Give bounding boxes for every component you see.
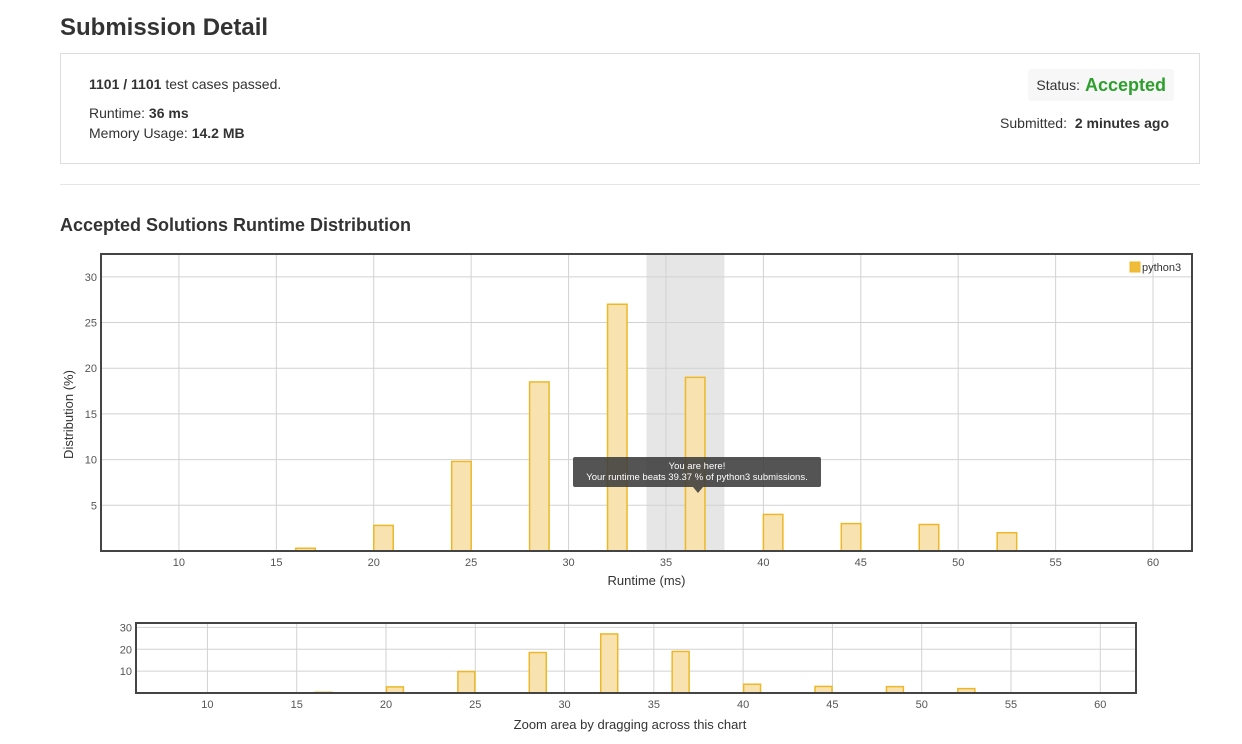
bar [599,633,619,694]
bar [918,523,940,552]
x-tick-label: 15 [291,699,303,711]
memory-line: Memory Usage: 14.2 MB [89,125,245,141]
x-tick-label: 50 [916,699,928,711]
bar [457,670,476,694]
overview-zoom-chart[interactable]: 10 15 20 25 30 35 40 45 50 55 60 10 20 30 Zoom area by… [0,615,1242,744]
test-cases-line: 1101 / 1101 test cases passed. [89,76,281,92]
status-label: Status: [1036,77,1080,93]
x-tick-label: 45 [826,699,838,711]
x-tick-label: 50 [952,557,964,569]
runtime-distribution-chart[interactable]: 10 15 20 25 30 35 40 45 50 55 60 5 10 15 20 25 30 Runtime… [0,245,1242,595]
y-tick-label: 10 [85,455,97,467]
x-tick-label: 35 [660,557,672,569]
bar [528,651,548,694]
legend-swatch [1129,261,1141,273]
x-tick-label: 40 [737,699,749,711]
bar [671,650,690,694]
x-tick-label: 30 [558,699,570,711]
y-axis-label: Distribution (%) [61,370,76,459]
memory-value: 14.2 MB [191,125,245,141]
tooltip-line-2: Your runtime beats 39.37 % of python3 su… [586,472,808,483]
x-tick-label: 20 [368,557,380,569]
runtime-tooltip: You are here! Your runtime beats 39.37 %… [573,457,821,493]
test-cases-suffix: test cases passed. [165,76,282,92]
tooltip-line-1: You are here! [668,461,726,472]
x-tick-label: 60 [1094,699,1106,711]
test-cases-count: 1101 / 1101 [89,76,162,92]
y-tick-label: 30 [120,622,132,634]
submission-summary-panel: 1101 / 1101 test cases passed. Runtime: … [60,53,1200,164]
x-tick-label: 60 [1147,557,1159,569]
status-badge: Status: Accepted [1028,69,1174,101]
x-tick-label: 40 [757,557,769,569]
page-title: Submission Detail [60,14,269,41]
x-tick-label: 25 [465,557,477,569]
bar [762,513,784,552]
y-tick-label: 20 [120,644,132,656]
bar [528,381,550,552]
y-tick-label: 5 [91,500,97,512]
x-tick-label: 45 [855,557,867,569]
x-tick-label: 10 [201,699,213,711]
section-divider [60,184,1200,185]
section-title: Accepted Solutions Runtime Distribution [60,215,412,235]
memory-label: Memory Usage: [89,125,188,141]
submitted-label: Submitted: [1000,115,1067,131]
x-axis-label: Zoom area by dragging across this chart [514,717,747,732]
x-tick-label: 25 [469,699,481,711]
x-tick-label: 15 [270,557,282,569]
x-tick-label: 55 [1050,557,1062,569]
x-axis-label: Runtime (ms) [607,573,685,588]
runtime-line: Runtime: 36 ms [89,105,189,121]
y-tick-label: 15 [85,409,97,421]
y-tick-label: 30 [85,272,97,284]
x-tick-label: 35 [648,699,660,711]
legend-label: python3 [1142,262,1181,274]
x-tick-label: 10 [173,557,185,569]
x-tick-label: 30 [562,557,574,569]
y-tick-label: 10 [120,666,132,678]
plot-frame [135,622,1137,694]
y-tick-label: 25 [85,318,97,330]
bar [606,303,628,552]
bar [450,460,472,552]
bar [742,683,762,694]
bar [996,531,1018,552]
x-tick-label: 20 [380,699,392,711]
x-tick-label: 55 [1005,699,1017,711]
bar [373,524,394,552]
bar [840,522,862,552]
submitted-value: 2 minutes ago [1074,115,1169,131]
y-tick-label: 20 [85,363,97,375]
plot-frame [100,253,1193,552]
runtime-label: Runtime: [89,105,146,121]
submitted-line: Submitted: 2 minutes ago [1000,115,1169,131]
status-value: Accepted [1084,74,1166,95]
runtime-value: 36 ms [148,105,189,121]
